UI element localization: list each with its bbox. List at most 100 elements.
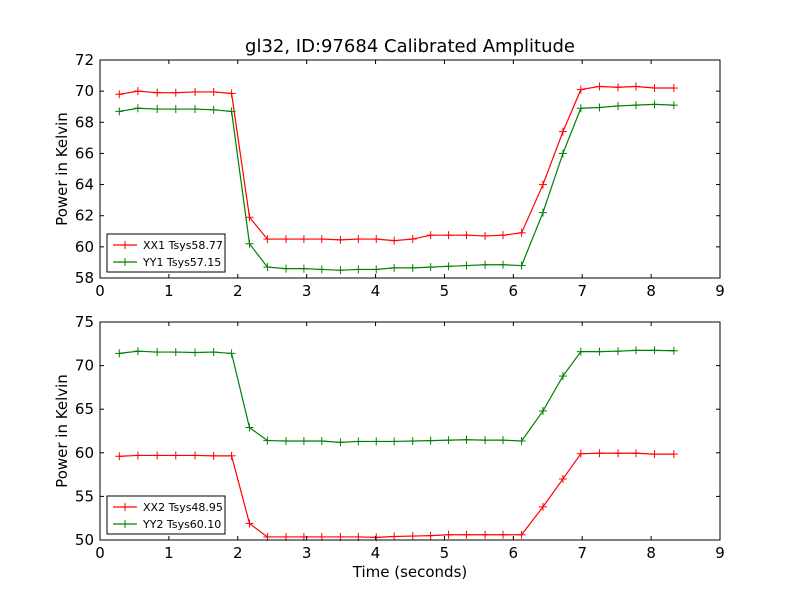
legend-label: YY1 Tsys57.15 (142, 256, 221, 269)
data-point (614, 83, 623, 92)
x-tick-label: 3 (302, 282, 312, 300)
data-point (390, 263, 399, 272)
legend-label: XX2 Tsys48.95 (143, 501, 223, 514)
data-point (558, 149, 567, 158)
data-point (191, 348, 200, 357)
data-point (631, 82, 640, 91)
data-point (209, 105, 218, 114)
x-axis-label: Time (seconds) (352, 563, 468, 581)
y-axis-label: Power in Kelvin (53, 374, 71, 488)
data-point (171, 348, 180, 357)
data-point (115, 90, 124, 99)
data-point (408, 437, 417, 446)
data-point (227, 107, 236, 116)
data-point (115, 107, 124, 116)
y-tick-label: 55 (75, 487, 94, 505)
data-point (499, 436, 507, 445)
data-point (499, 260, 507, 269)
data-point (317, 235, 326, 244)
data-point (669, 84, 678, 93)
data-point (650, 100, 659, 109)
data-point (171, 451, 180, 460)
data-point (299, 235, 308, 244)
y-tick-label: 70 (75, 82, 94, 100)
data-point (426, 263, 435, 272)
data-point (336, 438, 345, 447)
data-point (153, 451, 162, 460)
data-point (263, 263, 272, 272)
y-axis-label: Power in Kelvin (53, 112, 71, 226)
data-point (614, 347, 623, 356)
data-point (299, 264, 308, 273)
data-point (133, 347, 142, 356)
data-point (481, 530, 490, 539)
legend-marker (121, 258, 129, 266)
data-point (444, 231, 453, 240)
data-point (650, 450, 659, 459)
x-tick-label: 1 (164, 544, 174, 562)
data-point (444, 436, 453, 445)
data-point (153, 348, 162, 357)
data-point (538, 180, 547, 189)
data-point (558, 474, 567, 483)
data-point (650, 346, 659, 355)
data-point (209, 451, 218, 460)
legend-box (106, 233, 226, 273)
legend: XX1 Tsys58.77 YY1 Tsys57.15 (106, 233, 226, 273)
x-tick-label: 5 (440, 282, 450, 300)
legend: XX2 Tsys48.95 YY2 Tsys60.10 (106, 495, 226, 535)
data-point (576, 104, 585, 113)
x-tick-label: 4 (371, 544, 381, 562)
data-point (444, 530, 453, 539)
x-tick-label: 2 (233, 282, 243, 300)
data-point (462, 435, 471, 444)
data-point (631, 449, 640, 458)
data-point (263, 235, 272, 244)
data-point (390, 236, 399, 245)
data-point (317, 265, 326, 274)
data-point (631, 101, 640, 110)
data-point (481, 436, 490, 445)
legend-marker (121, 520, 129, 528)
data-point (354, 235, 363, 244)
data-point (191, 87, 200, 96)
data-point (538, 406, 547, 415)
data-point (481, 260, 490, 269)
data-point (336, 235, 345, 244)
data-point (115, 349, 124, 358)
data-point (426, 231, 435, 240)
data-point (263, 436, 272, 445)
data-point (444, 262, 453, 271)
data-point (372, 437, 381, 446)
data-point (595, 347, 604, 356)
data-point (576, 449, 585, 458)
data-point (191, 105, 200, 114)
x-tick-label: 8 (646, 282, 656, 300)
y-tick-label: 50 (75, 531, 94, 549)
y-tick-label: 64 (75, 176, 94, 194)
data-point (481, 231, 490, 240)
top-subplot: 0 1 2 3 4 5 6 7 8 9 58 60 62 64 66 68 70 72 Power in Kelvi… (53, 51, 725, 300)
y-tick-label: 60 (75, 238, 94, 256)
data-point (354, 437, 363, 446)
data-point (595, 82, 604, 91)
data-point (209, 87, 218, 96)
data-point (408, 235, 417, 244)
y-tick-label: 75 (75, 313, 94, 331)
data-point (595, 449, 604, 458)
legend-box (106, 495, 226, 535)
x-tick-label: 1 (164, 282, 174, 300)
data-point (408, 263, 417, 272)
data-point (282, 235, 290, 244)
data-point (614, 101, 623, 110)
data-point (614, 449, 623, 458)
data-point (282, 437, 290, 446)
data-point (462, 261, 471, 270)
data-point (499, 231, 507, 240)
data-point (372, 265, 381, 274)
data-point (669, 101, 678, 110)
data-point (317, 437, 326, 446)
legend-marker (121, 241, 129, 249)
data-point (115, 452, 124, 461)
data-point (133, 87, 142, 96)
